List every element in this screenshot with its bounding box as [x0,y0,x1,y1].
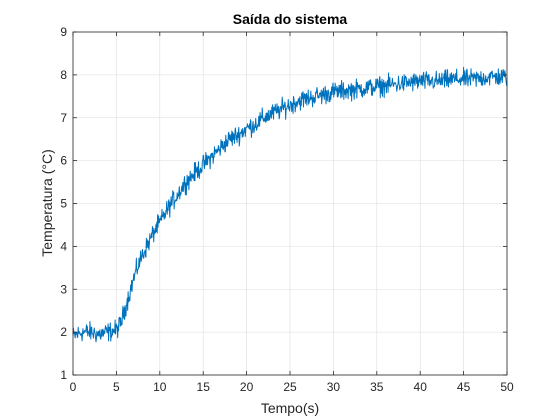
x-tick-label: 45 [457,380,471,394]
y-tick-label: 2 [60,325,67,339]
x-axis-label: Tempo(s) [261,400,319,416]
series-line [72,66,508,343]
x-tick-label: 20 [240,380,254,394]
x-tick-label: 25 [283,380,297,394]
x-tick-label: 35 [370,380,384,394]
y-tick-label: 7 [60,111,67,125]
x-tick-label: 40 [414,380,428,394]
x-tick-label: 30 [327,380,341,394]
y-tick-label: 6 [60,154,67,168]
y-tick-label: 1 [60,368,67,382]
x-tick-label: 0 [70,380,77,394]
y-axis-label: Temperatura (°C) [39,149,55,257]
y-tick-label: 3 [60,282,67,296]
plot-layer [72,66,508,343]
y-tick-label: 8 [60,68,67,82]
chart-title: Saída do sistema [233,11,348,27]
y-tick-label: 4 [60,239,67,253]
x-tick-label: 10 [153,380,167,394]
y-tick-label: 5 [60,197,67,211]
y-tick-label: 9 [60,25,67,39]
x-tick-label: 15 [197,380,211,394]
x-tick-label: 50 [500,380,514,394]
x-tick-label: 5 [113,380,120,394]
